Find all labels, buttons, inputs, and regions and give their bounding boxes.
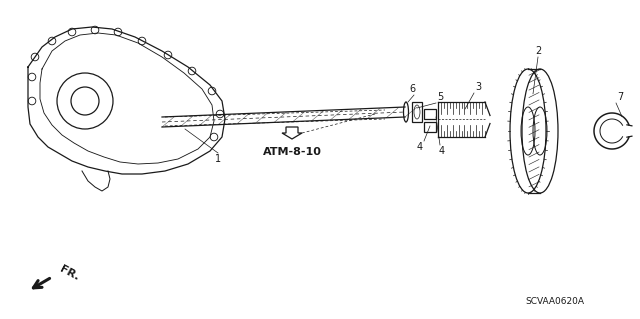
Polygon shape <box>282 127 302 139</box>
Text: 1: 1 <box>215 154 221 164</box>
Text: 6: 6 <box>409 84 415 94</box>
Text: 5: 5 <box>437 92 443 102</box>
Text: SCVAA0620A: SCVAA0620A <box>525 296 584 306</box>
Bar <box>424 122 436 132</box>
Text: 4: 4 <box>417 142 423 152</box>
Text: 7: 7 <box>617 92 623 102</box>
Text: 3: 3 <box>475 82 481 92</box>
Text: 4: 4 <box>439 146 445 156</box>
Bar <box>412 102 422 122</box>
Text: ATM-8-10: ATM-8-10 <box>262 147 321 157</box>
Text: 2: 2 <box>535 46 541 56</box>
Bar <box>424 109 436 119</box>
Text: FR.: FR. <box>58 264 81 282</box>
